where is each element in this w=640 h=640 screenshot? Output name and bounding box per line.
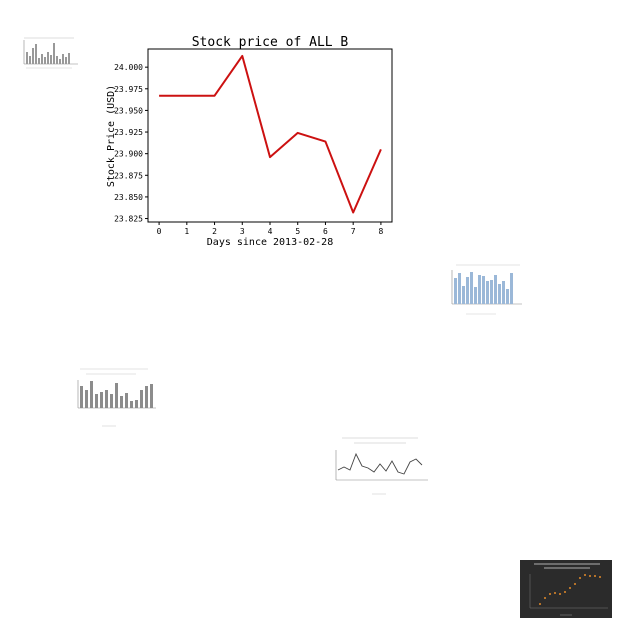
thumbnail-bars [80, 381, 153, 408]
y-tick-label: 24.000 [114, 63, 143, 72]
chart-title: Stock price of ALL_B [192, 35, 349, 50]
x-tick-label: 1 [184, 227, 189, 236]
y-tick-label: 23.900 [114, 150, 143, 159]
x-axis-title: Days since 2013-02-28 [207, 237, 333, 248]
y-axis: 23.825 23.850 23.875 23.900 23.925 23.950 23.9… [114, 63, 148, 224]
plot-area [147, 48, 393, 223]
x-tick-label: 7 [351, 227, 356, 236]
thumbnail-bar-chart-gray [66, 366, 158, 430]
series-group [159, 54, 382, 214]
thumbnail-bar-chart-blue [446, 262, 524, 320]
series-line [159, 54, 382, 214]
thumbnail-line [337, 452, 423, 475]
x-tick-label: 6 [323, 227, 328, 236]
x-tick-label: 8 [378, 227, 383, 236]
y-tick-label: 23.875 [114, 171, 143, 180]
y-tick-label: 23.825 [114, 215, 143, 224]
thumbnail-bars [454, 272, 513, 304]
y-axis-title: Stock Price (USD) [106, 85, 117, 187]
y-tick-label: 23.950 [114, 106, 143, 115]
thumbnail-points [539, 574, 601, 605]
x-tick-label: 0 [157, 227, 162, 236]
thumbnail-line-chart [322, 434, 432, 498]
x-tick-label: 4 [268, 227, 273, 236]
x-axis: 0 1 2 3 4 5 6 7 8 [157, 222, 383, 236]
thumbnail-dark-scatter-chart [520, 560, 612, 618]
x-tick-label: 5 [295, 227, 300, 236]
thumbnail-bars [26, 43, 70, 64]
y-tick-label: 23.975 [114, 85, 143, 94]
x-tick-label: 2 [212, 227, 217, 236]
y-tick-label: 23.850 [114, 193, 143, 202]
y-tick-label: 23.925 [114, 128, 143, 137]
x-tick-label: 3 [240, 227, 245, 236]
thumbnail-bar-chart-small [16, 34, 82, 74]
